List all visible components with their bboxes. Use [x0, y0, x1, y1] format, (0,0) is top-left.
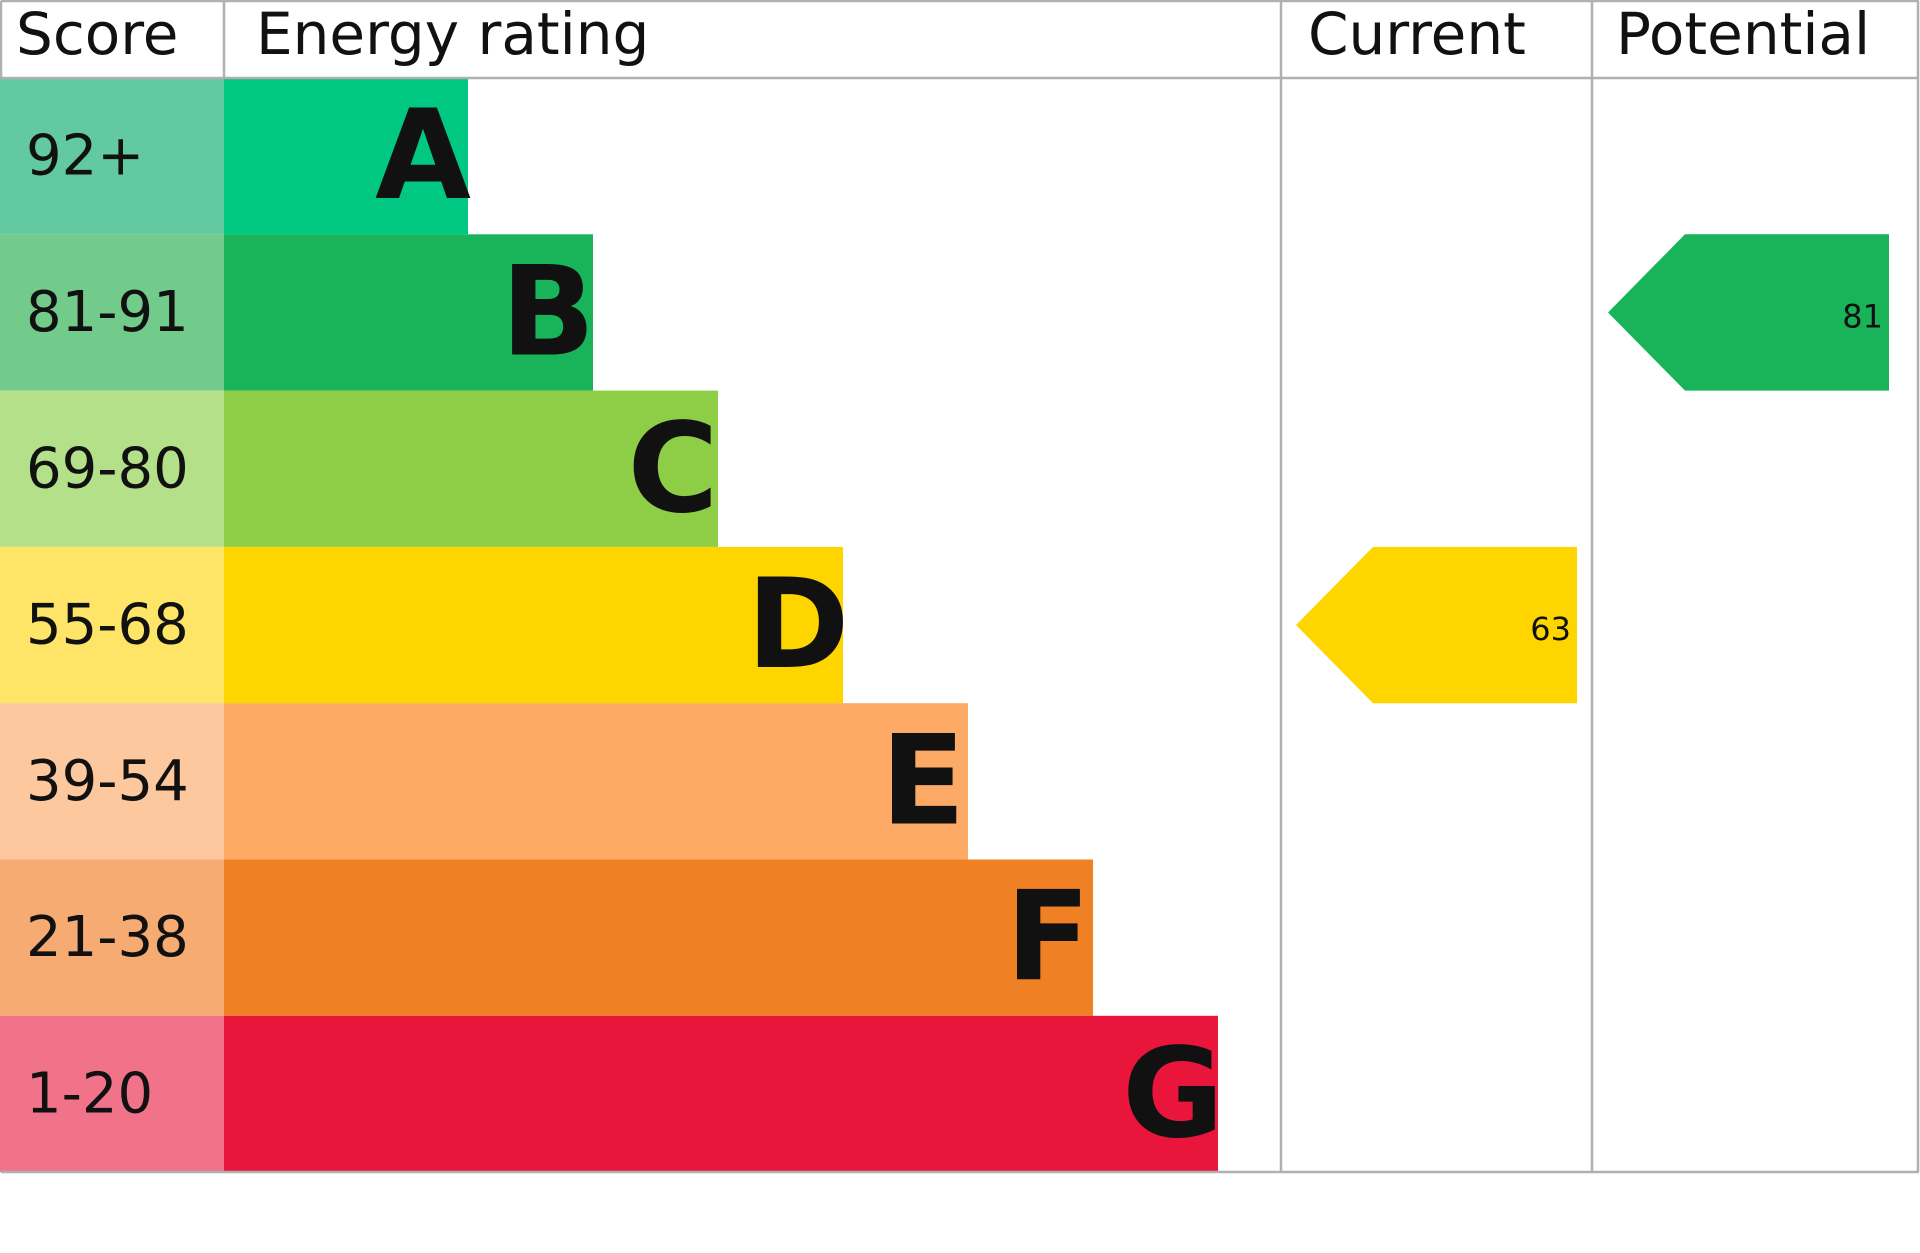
rating-bar [224, 703, 968, 860]
score-cell [0, 1015, 224, 1173]
current-value: 63 [1530, 610, 1571, 648]
rating-letter: F [1006, 866, 1091, 1010]
potential-value: 81 [1842, 297, 1883, 335]
score-label: 69-80 [26, 436, 189, 501]
score-label: 39-54 [26, 749, 189, 814]
score-cell [0, 234, 224, 391]
rating-bar [224, 546, 843, 704]
current-arrow [1296, 546, 1577, 704]
score-cell [0, 78, 224, 235]
rating-letter: C [627, 397, 718, 541]
score-label: 1-20 [26, 1061, 153, 1126]
potential-arrow [1608, 234, 1889, 391]
score-cell [0, 859, 224, 1016]
score-label: 55-68 [26, 593, 189, 658]
score-label: 81-91 [26, 280, 189, 345]
rating-letter: D [747, 553, 850, 697]
rating-bar [224, 234, 593, 391]
rating-letter: E [881, 709, 966, 853]
rating-letter: G [1122, 1022, 1224, 1166]
score-cell [0, 703, 224, 860]
rating-letter: B [501, 240, 596, 384]
score-cell [0, 546, 224, 704]
rating-bar [224, 1015, 1218, 1173]
rating-bar [224, 859, 1093, 1016]
rating-bar [224, 390, 718, 547]
header-current: Current [1308, 0, 1526, 68]
score-label: 92+ [26, 124, 144, 189]
header-score: Score [16, 0, 178, 68]
score-cell [0, 390, 224, 547]
score-label: 21-38 [26, 905, 189, 970]
rating-letter: A [375, 84, 471, 228]
rating-bar [224, 78, 468, 235]
header-potential: Potential [1616, 0, 1870, 68]
header-rating: Energy rating [256, 0, 649, 68]
